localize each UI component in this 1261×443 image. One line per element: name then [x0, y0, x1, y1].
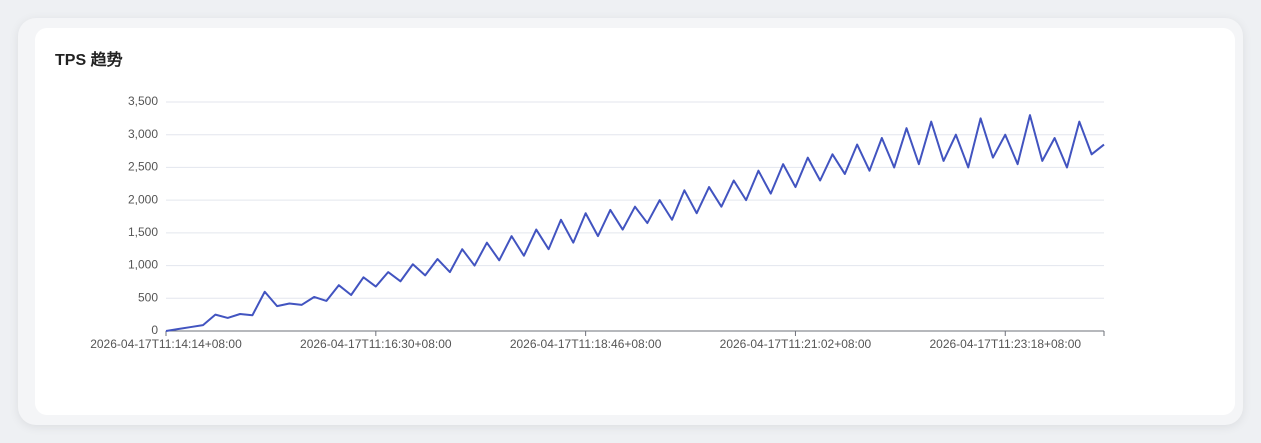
x-tick-label: 2026-04-17T11:21:02+08:00 — [720, 337, 872, 351]
tps-line — [165, 114, 1105, 332]
x-tick-label: 2026-04-17T11:16:30+08:00 — [300, 337, 452, 351]
x-tick-label: 2026-04-17T11:23:18+08:00 — [929, 337, 1081, 351]
x-tick-label: 2026-04-17T11:14:14+08:00 — [90, 337, 242, 351]
y-tick-label: 1,000 — [128, 258, 158, 272]
x-tick-label: 2026-04-17T11:18:46+08:00 — [510, 337, 662, 351]
chart-title: TPS 趋势 — [55, 52, 123, 69]
y-tick-label: 2,000 — [128, 192, 158, 206]
y-tick-label: 500 — [138, 290, 158, 304]
y-tick-label: 0 — [151, 323, 158, 337]
y-tick-label: 3,000 — [128, 127, 158, 141]
y-tick-label: 1,500 — [128, 225, 158, 239]
chart-card: TPS 趋势 — [35, 28, 1235, 415]
y-tick-label: 3,500 — [128, 94, 158, 108]
y-tick-label: 2,500 — [128, 160, 158, 174]
